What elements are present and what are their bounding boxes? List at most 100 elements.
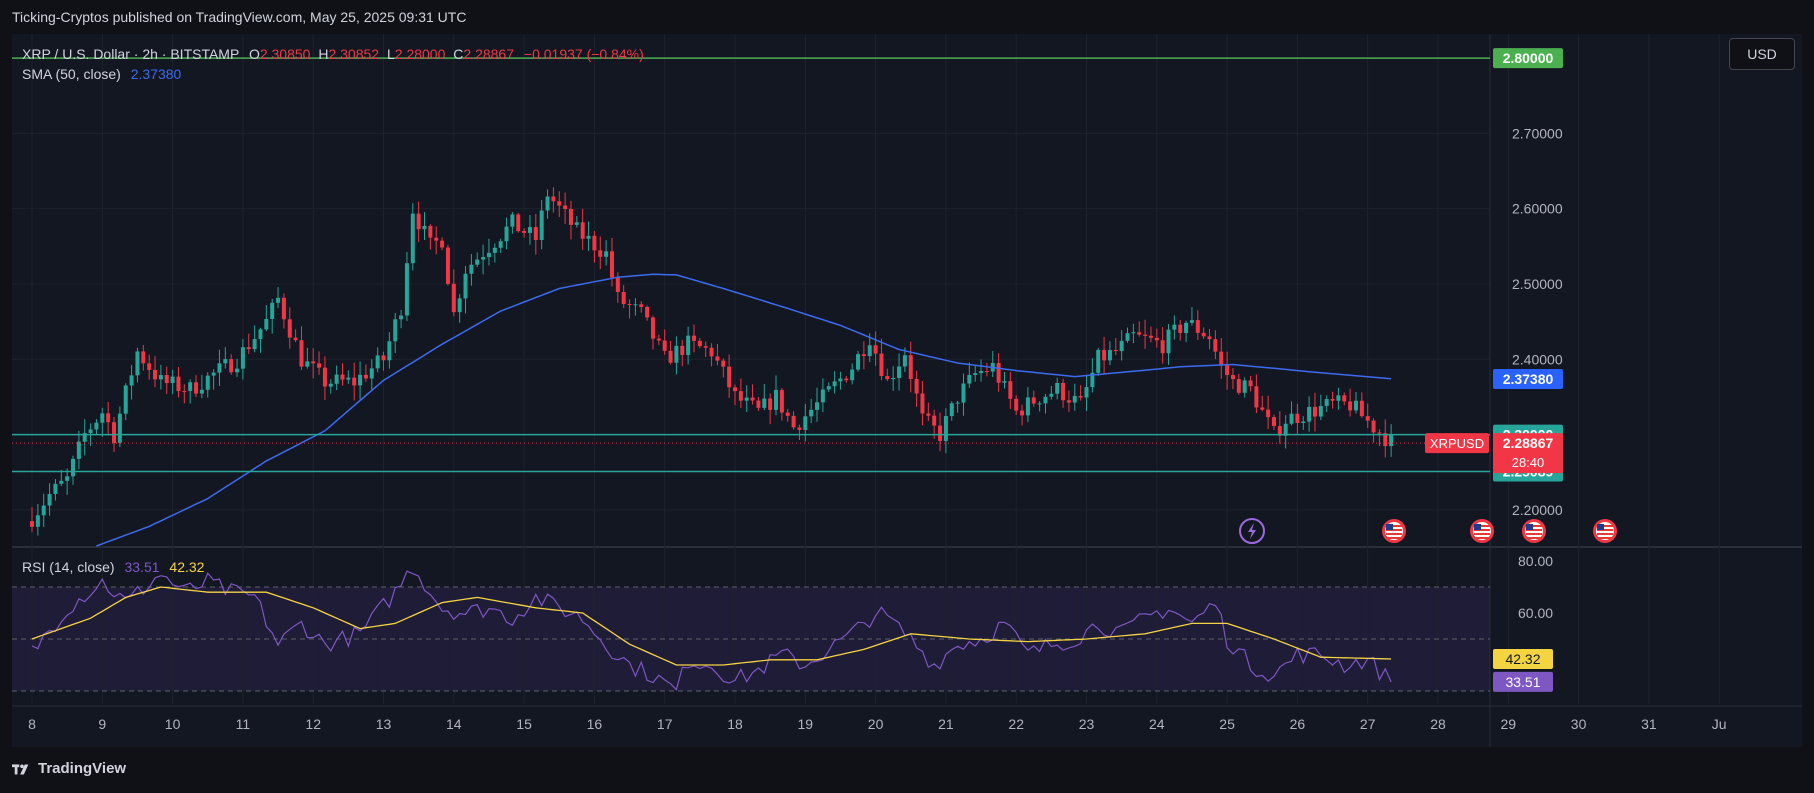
time-tick-label: 19 xyxy=(798,716,814,732)
us-flag-stripe xyxy=(1526,525,1542,527)
time-tick-label: 18 xyxy=(727,716,743,732)
candle-body xyxy=(1324,399,1329,406)
candle-body xyxy=(252,339,257,350)
candle-body xyxy=(762,398,767,408)
lightning-icon[interactable] xyxy=(1239,518,1265,544)
us-flag-canton xyxy=(1597,524,1604,530)
candle-body xyxy=(914,378,919,394)
candle-body xyxy=(510,214,515,227)
time-tick-label: 21 xyxy=(938,716,954,732)
us-flag-icon[interactable] xyxy=(1522,519,1546,543)
candle-body xyxy=(662,340,667,351)
candle-body xyxy=(375,355,380,369)
candle-body xyxy=(1008,381,1013,399)
candle-body xyxy=(949,403,954,417)
close-value: 2.28867 xyxy=(463,46,514,62)
candle-body xyxy=(563,205,568,209)
candle-body xyxy=(715,356,720,361)
candle-body xyxy=(270,302,275,320)
candle-body xyxy=(469,264,474,274)
us-flag-icon[interactable] xyxy=(1593,519,1617,543)
candle-body xyxy=(1096,349,1101,373)
candle-body xyxy=(1336,395,1341,401)
candle-body xyxy=(656,338,661,341)
price-tag-countdown: 28:40 xyxy=(1512,455,1545,470)
candle-body xyxy=(434,237,439,241)
publish-text: Ticking-Cryptos published on TradingView… xyxy=(12,9,467,25)
price-tick-label: 2.50000 xyxy=(1512,276,1563,292)
candle-body xyxy=(387,341,392,361)
us-flag-canton xyxy=(1386,524,1393,530)
candle-body xyxy=(1107,350,1112,361)
candle-body xyxy=(955,402,960,404)
candle-body xyxy=(1178,324,1183,333)
candle-body xyxy=(592,235,597,251)
candle-body xyxy=(1359,400,1364,417)
candle-body xyxy=(897,366,902,378)
candle-body xyxy=(1230,375,1235,380)
us-flag-stripe xyxy=(1386,529,1402,531)
us-flag-stripe xyxy=(1597,533,1613,535)
rsi-label[interactable]: RSI (14, close) xyxy=(22,559,115,575)
candle-body xyxy=(744,397,749,401)
candle-body xyxy=(492,247,497,253)
candle-body xyxy=(1195,320,1200,333)
us-flag-stripe xyxy=(1474,525,1490,527)
candle-body xyxy=(223,359,228,364)
candle-body xyxy=(71,458,76,477)
footer-brand-text: TradingView xyxy=(38,760,127,777)
candle-body xyxy=(1225,364,1230,376)
candle-body xyxy=(627,304,632,306)
candle-body xyxy=(1143,334,1148,336)
candle-body xyxy=(973,373,978,375)
candle-body xyxy=(844,378,849,381)
sma-label[interactable]: SMA (50, close) xyxy=(22,66,121,82)
candle-body xyxy=(1172,324,1177,330)
us-flag-icon[interactable] xyxy=(1382,519,1406,543)
candle-body xyxy=(311,361,316,364)
candle-body xyxy=(586,235,591,239)
candle-body xyxy=(1271,417,1276,427)
candle-body xyxy=(194,382,199,394)
candle-body xyxy=(1377,432,1382,434)
us-flag-icon[interactable] xyxy=(1470,519,1494,543)
candle-body xyxy=(264,319,269,330)
candle-body xyxy=(451,283,456,313)
candle-body xyxy=(1389,434,1394,447)
time-tick-label: 24 xyxy=(1149,716,1165,732)
candle-body xyxy=(65,476,70,481)
candle-body xyxy=(961,383,966,403)
sma-legend: SMA (50, close) 2.37380 xyxy=(22,66,181,82)
high-key: H xyxy=(318,46,329,62)
candle-body xyxy=(850,369,855,381)
candle-body xyxy=(35,515,40,527)
candle-body xyxy=(381,355,386,361)
price-tag-bg xyxy=(1493,433,1563,474)
candle-body xyxy=(82,433,87,442)
close-key: C xyxy=(453,46,464,62)
candle-body xyxy=(123,385,128,414)
price-chart[interactable]: 2.200002.300002.400002.500002.600002.700… xyxy=(12,34,1802,747)
price-tag-value: 2.28867 xyxy=(1503,435,1554,451)
us-flag-stripe xyxy=(1526,533,1542,535)
candle-body xyxy=(609,251,614,278)
currency-button[interactable]: USD xyxy=(1729,38,1795,70)
candle-body xyxy=(293,337,298,341)
us-flag-stripe xyxy=(1526,537,1542,539)
candle-body xyxy=(416,213,421,230)
candle-body xyxy=(404,263,409,316)
symbol-label[interactable]: XRP / U.S. Dollar · 2h · BITSTAMP xyxy=(22,46,240,62)
candle-body xyxy=(94,422,99,430)
candle-body xyxy=(106,413,111,423)
us-flag-stripe xyxy=(1386,525,1402,527)
candle-body xyxy=(568,208,573,225)
sma-value: 2.37380 xyxy=(130,66,182,82)
candle-body xyxy=(1066,400,1071,403)
chart-area[interactable]: 2.200002.300002.400002.500002.600002.700… xyxy=(12,34,1802,747)
rsi-ma-tag-bg xyxy=(1493,648,1553,669)
price-tick-label: 2.40000 xyxy=(1512,351,1563,367)
candle-body xyxy=(428,225,433,238)
candle-body xyxy=(445,247,450,284)
time-tick-label: 8 xyxy=(28,716,36,732)
sma-tag: 2.37380 xyxy=(1503,371,1554,387)
